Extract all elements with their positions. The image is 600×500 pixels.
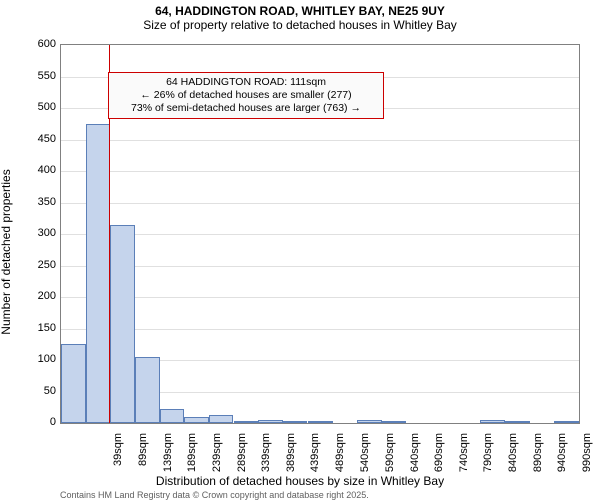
y-tick-label: 500 xyxy=(38,101,56,113)
bar xyxy=(135,357,160,423)
x-tick-label: 890sqm xyxy=(532,433,544,483)
gridline-horizontal xyxy=(61,297,579,298)
x-tick-label: 389sqm xyxy=(285,433,297,483)
bar xyxy=(505,421,530,423)
bar xyxy=(258,420,283,423)
annotation-line: ← 26% of detached houses are smaller (27… xyxy=(115,89,377,102)
x-tick-label: 540sqm xyxy=(359,433,371,483)
chart-subtitle: Size of property relative to detached ho… xyxy=(0,18,600,32)
x-tick-label: 439sqm xyxy=(309,433,321,483)
bar xyxy=(184,417,209,423)
y-tick-label: 250 xyxy=(38,259,56,271)
annotation-line: 73% of semi-detached houses are larger (… xyxy=(115,102,377,115)
chart-root: Number of detached properties 64 HADDING… xyxy=(0,32,600,472)
y-axis-label: Number of detached properties xyxy=(0,169,13,334)
y-tick-label: 50 xyxy=(44,385,56,397)
bar xyxy=(110,225,135,423)
bar xyxy=(480,420,505,423)
annotation-box: 64 HADDINGTON ROAD: 111sqm← 26% of detac… xyxy=(108,72,384,119)
x-tick-label: 189sqm xyxy=(186,433,198,483)
x-tick-label: 590sqm xyxy=(384,433,396,483)
bar xyxy=(160,409,185,423)
gridline-horizontal xyxy=(61,266,579,267)
y-tick-label: 300 xyxy=(38,227,56,239)
bar xyxy=(86,124,111,423)
x-tick-label: 740sqm xyxy=(458,433,470,483)
x-tick-label: 690sqm xyxy=(433,433,445,483)
gridline-horizontal xyxy=(61,171,579,172)
annotation-line: 64 HADDINGTON ROAD: 111sqm xyxy=(115,76,377,89)
x-tick-label: 990sqm xyxy=(581,433,593,483)
bar xyxy=(357,420,382,423)
gridline-horizontal xyxy=(61,329,579,330)
x-tick-label: 139sqm xyxy=(162,433,174,483)
bar xyxy=(308,421,333,423)
y-tick-label: 550 xyxy=(38,70,56,82)
bar xyxy=(234,421,259,423)
y-tick-label: 600 xyxy=(38,38,56,50)
bar xyxy=(209,415,234,423)
y-tick-label: 350 xyxy=(38,196,56,208)
plot-area: 64 HADDINGTON ROAD: 111sqm← 26% of detac… xyxy=(60,44,580,424)
x-tick-label: 339sqm xyxy=(260,433,272,483)
gridline-horizontal xyxy=(61,203,579,204)
footer-line: Contains HM Land Registry data © Crown c… xyxy=(60,490,594,500)
y-tick-label: 200 xyxy=(38,290,56,302)
x-tick-label: 89sqm xyxy=(137,433,149,483)
gridline-horizontal xyxy=(61,234,579,235)
x-tick-label: 840sqm xyxy=(507,433,519,483)
bar xyxy=(554,421,579,423)
x-tick-label: 640sqm xyxy=(409,433,421,483)
y-tick-label: 400 xyxy=(38,164,56,176)
x-tick-label: 39sqm xyxy=(112,433,124,483)
x-tick-label: 289sqm xyxy=(236,433,248,483)
bar xyxy=(283,421,308,423)
y-tick-label: 0 xyxy=(50,416,56,428)
chart-title: 64, HADDINGTON ROAD, WHITLEY BAY, NE25 9… xyxy=(0,0,600,18)
gridline-horizontal xyxy=(61,140,579,141)
x-tick-label: 790sqm xyxy=(482,433,494,483)
x-tick-label: 239sqm xyxy=(211,433,223,483)
y-tick-label: 150 xyxy=(38,322,56,334)
bar xyxy=(382,421,407,423)
footer: Contains HM Land Registry data © Crown c… xyxy=(0,488,600,500)
y-tick-label: 450 xyxy=(38,133,56,145)
x-tick-label: 489sqm xyxy=(334,433,346,483)
x-tick-label: 940sqm xyxy=(556,433,568,483)
bar xyxy=(61,344,86,423)
y-tick-label: 100 xyxy=(38,353,56,365)
